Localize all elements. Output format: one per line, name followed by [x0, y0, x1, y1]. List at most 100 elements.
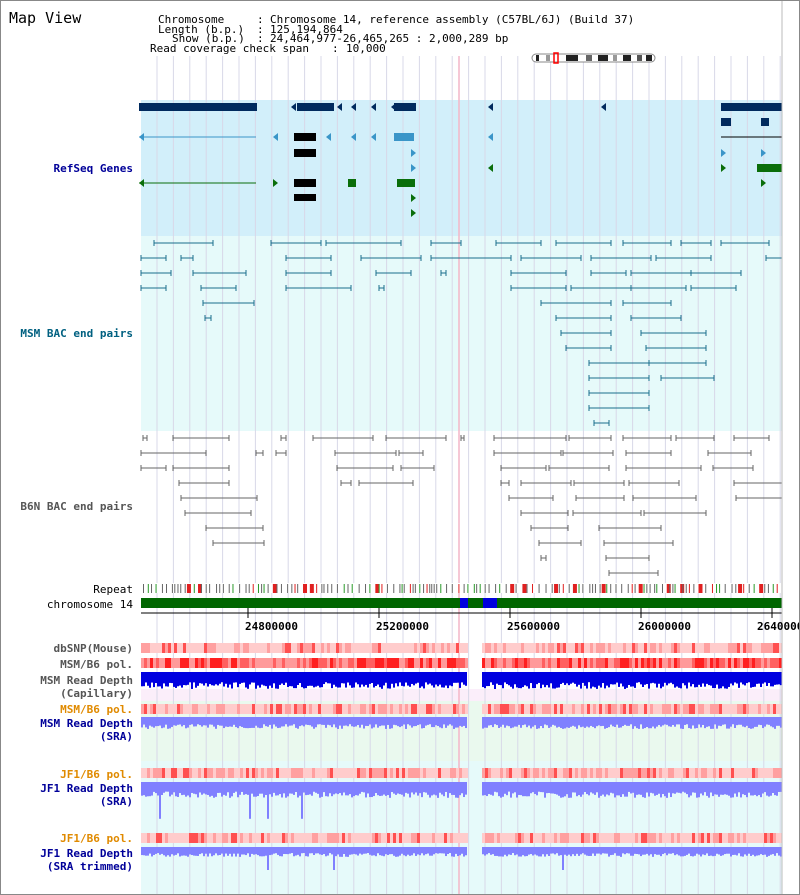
track-label-jf1-pol-2[interactable]: JF1/B6 pol.	[60, 832, 133, 845]
read-depth-bar	[193, 782, 195, 794]
polymorphism-cell	[779, 658, 782, 668]
polymorphism-cell	[198, 643, 201, 653]
read-depth-bar	[181, 672, 183, 688]
track-label-jf1-depth-sra-1[interactable]: JF1 Read Depth	[40, 782, 133, 795]
track-label-jf1-pol-1[interactable]: JF1/B6 pol.	[60, 768, 133, 781]
read-depth-bar	[674, 717, 676, 727]
polymorphism-cell	[180, 768, 183, 778]
read-depth-bar	[209, 847, 211, 854]
track-label-chromosome[interactable]: chromosome 14	[46, 598, 133, 611]
polymorphism-cell	[252, 833, 255, 843]
read-depth-bar	[433, 717, 435, 728]
polymorphism-cell	[258, 833, 261, 843]
track-label-msm-depth-sra-2[interactable]: (SRA)	[99, 730, 133, 743]
polymorphism-cell	[518, 833, 521, 843]
polymorphism-cell	[632, 704, 635, 714]
polymorphism-cell	[758, 658, 761, 668]
read-depth-bar	[490, 782, 492, 795]
read-depth-bar	[638, 847, 640, 855]
read-depth-bar	[273, 847, 275, 854]
read-depth-bar	[145, 847, 147, 856]
polymorphism-cell	[399, 658, 402, 668]
track-label-jf1-depth-trim-2[interactable]: (SRA trimmed)	[46, 860, 133, 873]
read-depth-bar	[291, 672, 293, 687]
polymorphism-cell	[180, 658, 183, 668]
polymorphism-cell	[587, 833, 590, 843]
polymorphism-cell	[330, 658, 333, 668]
read-depth-bar	[465, 782, 467, 795]
polymorphism-cell	[309, 704, 312, 714]
refseq-band	[141, 100, 782, 236]
polymorphism-cell	[336, 658, 339, 668]
repeat-mark	[323, 584, 325, 593]
gene-arrow	[761, 149, 766, 157]
read-depth-bar	[630, 782, 632, 794]
polymorphism-cell	[282, 704, 285, 714]
read-depth-bar	[375, 672, 377, 686]
read-depth-bar	[293, 672, 295, 689]
polymorphism-cell	[249, 833, 252, 843]
polymorphism-cell	[689, 658, 692, 668]
polymorphism-cell	[150, 643, 153, 653]
read-depth-bar	[544, 717, 546, 725]
read-depth-bar	[327, 847, 329, 856]
read-depth-bar	[642, 672, 644, 687]
read-depth-bar	[419, 847, 421, 856]
repeat-mark	[458, 584, 460, 593]
polymorphism-cell	[420, 704, 423, 714]
read-depth-bar	[393, 782, 395, 794]
read-depth-bar	[604, 717, 606, 729]
track-label-msm-depth-cap-1[interactable]: MSM Read Depth	[40, 674, 133, 687]
polymorphism-cell	[773, 768, 776, 778]
polymorphism-cell	[336, 643, 339, 653]
polymorphism-cell	[354, 704, 357, 714]
read-depth-bar	[622, 782, 624, 795]
polymorphism-cell	[240, 833, 243, 843]
track-label-refseq[interactable]: RefSeq Genes	[53, 162, 133, 175]
polymorphism-cell	[596, 833, 599, 843]
track-label-dbsnp[interactable]: dbSNP(Mouse)	[53, 642, 133, 655]
polymorphism-cell	[653, 643, 656, 653]
read-depth-bar	[482, 782, 484, 796]
read-depth-bar	[325, 672, 327, 683]
read-depth-bar	[760, 782, 762, 798]
read-depth-bar	[159, 717, 161, 726]
track-label-b6n-bac[interactable]: B6N BAC end pairs	[20, 500, 133, 513]
read-depth-bar	[419, 717, 421, 725]
read-depth-bar	[407, 782, 409, 794]
read-depth-bar	[652, 672, 654, 683]
read-depth-bar	[331, 672, 333, 689]
track-label-jf1-depth-sra-2[interactable]: (SRA)	[99, 795, 133, 808]
polymorphism-cell	[704, 768, 707, 778]
read-depth-bar	[488, 672, 490, 687]
track-label-msm-bac[interactable]: MSM BAC end pairs	[20, 327, 133, 340]
read-depth-bar	[209, 717, 211, 725]
polymorphism-cell	[617, 643, 620, 653]
track-label-jf1-depth-trim-1[interactable]: JF1 Read Depth	[40, 847, 133, 860]
read-depth-bar	[562, 717, 564, 729]
read-depth-bar	[718, 847, 720, 855]
read-depth-bar	[235, 717, 237, 728]
track-label-msm-depth-cap-2[interactable]: (Capillary)	[60, 687, 133, 700]
polymorphism-cell	[653, 768, 656, 778]
read-depth-bar	[407, 717, 409, 725]
read-depth-bar	[273, 717, 275, 725]
read-depth-bar	[544, 672, 546, 688]
track-label-msm-pol-2[interactable]: MSM/B6 pol.	[60, 703, 133, 716]
track-label-msm-pol-1[interactable]: MSM/B6 pol.	[60, 658, 133, 671]
read-depth-bar	[209, 672, 211, 685]
polymorphism-cell	[339, 768, 342, 778]
read-depth-bar	[183, 672, 185, 686]
read-depth-bar	[584, 672, 586, 686]
track-label-repeat[interactable]: Repeat	[93, 583, 133, 596]
read-depth-bar	[151, 782, 153, 796]
read-depth-bar	[740, 717, 742, 725]
polymorphism-cell	[719, 833, 722, 843]
track-label-msm-depth-sra-1[interactable]: MSM Read Depth	[40, 717, 133, 730]
polymorphism-cell	[710, 833, 713, 843]
polymorphism-cell	[270, 643, 273, 653]
read-depth-bar	[742, 672, 744, 685]
gene-arrow	[337, 103, 342, 111]
polymorphism-cell	[261, 768, 264, 778]
